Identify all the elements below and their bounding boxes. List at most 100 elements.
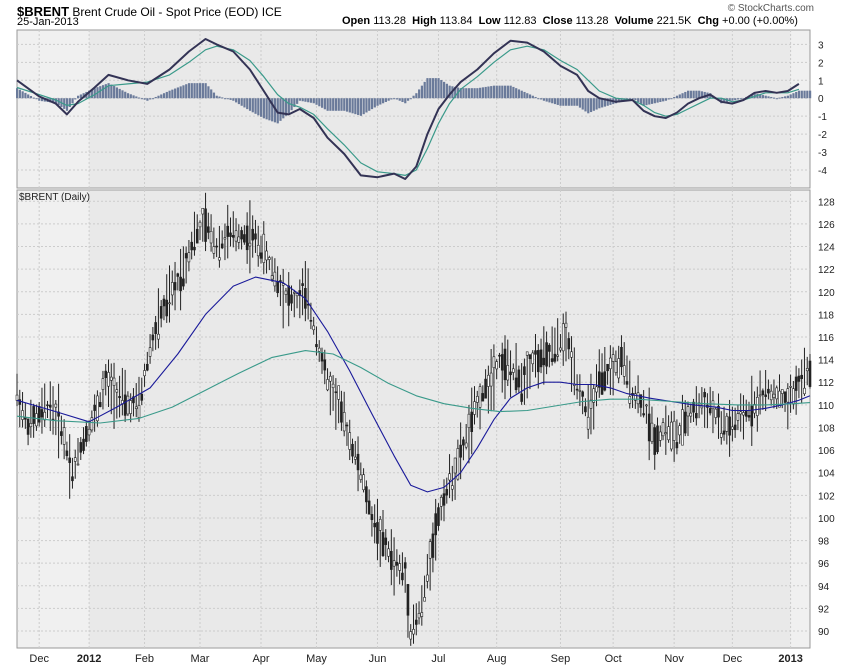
macd-line: [16, 38, 800, 180]
candle-body: [739, 411, 742, 415]
candle-body: [423, 597, 426, 602]
y-tick-label: 94: [818, 582, 830, 593]
candle-body: [442, 493, 446, 506]
candle-body: [193, 246, 196, 251]
histogram-bar: [393, 98, 396, 100]
histogram-bar: [603, 98, 607, 107]
candle-body: [578, 390, 582, 392]
ma-short-line: [16, 276, 811, 493]
histogram-bar: [223, 98, 227, 100]
histogram-bar: [365, 98, 368, 113]
histogram-bar: [620, 98, 623, 102]
histogram-bar: [16, 88, 19, 99]
candle-body: [609, 357, 612, 370]
histogram-bar: [728, 98, 731, 102]
x-tick-label: Sep: [551, 653, 571, 665]
histogram-bar: [88, 90, 91, 99]
histogram-bar: [307, 98, 310, 103]
candle-body: [675, 442, 679, 449]
histogram-bar: [132, 95, 135, 99]
candle-body: [287, 285, 291, 306]
candle-body: [373, 522, 376, 528]
histogram-bar: [528, 94, 532, 99]
candle-body: [692, 401, 695, 413]
candle-body: [803, 387, 806, 395]
candle-body: [109, 376, 113, 381]
histogram-bar: [742, 98, 745, 100]
candle-body: [492, 356, 496, 368]
candle-body: [711, 400, 715, 410]
histogram-bar: [212, 92, 216, 99]
candle-body: [198, 221, 202, 228]
histogram-bar: [578, 98, 582, 108]
exchange: ICE: [261, 5, 282, 19]
histogram-bar: [185, 84, 188, 99]
candle-body: [503, 348, 507, 381]
candle-body: [439, 497, 443, 507]
histogram-bar: [260, 98, 263, 117]
histogram-bar: [440, 80, 443, 99]
candle-body: [237, 236, 241, 243]
histogram-bar: [476, 88, 479, 99]
histogram-bar: [792, 93, 795, 99]
histogram-bar: [362, 98, 365, 115]
histogram-bar: [279, 98, 282, 121]
candle-body: [509, 371, 512, 376]
candle-body: [96, 395, 99, 422]
chart-title: $BRENT Brent Crude Oil - Spot Price (EOD…: [17, 4, 282, 19]
candle-body: [82, 438, 85, 451]
histogram-bar: [534, 96, 537, 99]
histogram-bar: [151, 98, 155, 100]
candle-body: [753, 404, 756, 414]
histogram-bar: [770, 96, 773, 99]
candle-body: [783, 391, 787, 403]
histogram-bar: [628, 98, 631, 100]
histogram-bar: [398, 98, 401, 101]
histogram-bar: [700, 91, 704, 99]
candle-body: [132, 396, 135, 404]
histogram-bar: [382, 98, 385, 104]
candle-body: [137, 405, 141, 418]
chart-header: $BRENT Brent Crude Oil - Spot Price (EOD…: [0, 0, 850, 28]
candle-body: [456, 448, 460, 480]
histogram-bar: [537, 98, 540, 100]
candle-body: [329, 375, 332, 382]
candle-body: [129, 400, 132, 414]
brand-watermark[interactable]: © StockCharts.com: [727, 3, 814, 14]
histogram-bar: [121, 90, 124, 99]
candle-body: [628, 396, 632, 404]
candle-body: [625, 381, 629, 385]
histogram-bar: [423, 81, 426, 99]
histogram-bar: [162, 93, 166, 99]
candle-body: [262, 233, 266, 263]
candle-body: [620, 346, 623, 368]
y-tick-label: 120: [818, 288, 835, 299]
candle-body: [18, 399, 22, 405]
histogram-bar: [562, 98, 565, 106]
histogram-bar: [90, 89, 94, 99]
candle-body: [276, 280, 279, 294]
x-tick-label: 2012: [77, 653, 101, 665]
candle-body: [670, 421, 673, 450]
histogram-bar: [664, 98, 668, 101]
candle-body: [104, 370, 108, 379]
candle-body: [500, 354, 504, 371]
histogram-bar: [157, 95, 160, 99]
histogram-bar: [171, 89, 174, 99]
candle-body: [240, 230, 243, 240]
histogram-bar: [140, 98, 143, 100]
histogram-bar: [110, 84, 113, 99]
histogram-bar: [257, 98, 260, 116]
candle-body: [744, 410, 748, 417]
candle-body: [207, 226, 210, 233]
y-tick-label: -4: [818, 166, 827, 177]
candle-body: [595, 386, 598, 393]
candle-body: [686, 406, 690, 417]
candle-body: [714, 408, 718, 418]
candle-body: [243, 234, 246, 243]
candle-body: [467, 413, 471, 428]
histogram-bar: [767, 96, 770, 99]
histogram-bar: [32, 97, 35, 99]
histogram-bar: [65, 98, 69, 111]
histogram-bar: [750, 94, 753, 99]
